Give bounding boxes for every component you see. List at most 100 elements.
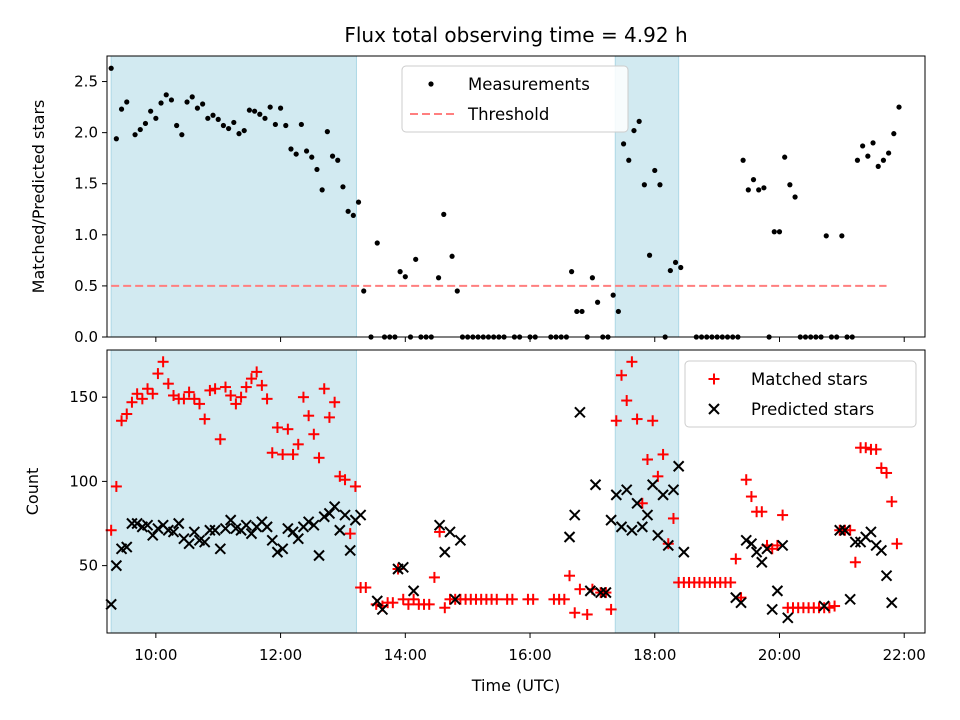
x-stroke xyxy=(849,536,862,548)
measurement-point xyxy=(860,143,866,149)
legend-measurements-label: Measurements xyxy=(468,75,590,94)
matched-star-point xyxy=(402,598,414,610)
matched-star-point xyxy=(605,603,617,615)
predicted-star-point xyxy=(371,595,383,607)
x-stroke xyxy=(735,596,747,609)
x-stroke xyxy=(870,539,882,552)
predicted-star-point xyxy=(407,585,420,597)
measurement-point xyxy=(589,275,595,281)
measurement-point xyxy=(153,115,159,121)
matched-star-point xyxy=(245,373,257,385)
matched-star-point xyxy=(194,398,206,410)
matched-star-point xyxy=(199,413,211,425)
predicted-star-point xyxy=(328,500,341,513)
top-panel-ratio: 0.0 0.5 1.0 1.5 2.0 2.5 Matched/Predicted sta… xyxy=(29,55,926,346)
predicted-star-point xyxy=(282,522,294,535)
x-stroke xyxy=(865,526,877,538)
measurement-point xyxy=(174,122,180,129)
predicted-star-point xyxy=(563,531,576,543)
matched-star-point xyxy=(277,448,289,460)
matched-star-point xyxy=(730,553,742,565)
legend-box xyxy=(401,65,629,133)
x-stroke xyxy=(339,509,351,521)
measurement-point xyxy=(215,116,221,122)
x-stroke xyxy=(600,586,612,599)
measurement-point xyxy=(657,182,663,188)
measurement-point xyxy=(288,146,294,152)
measurement-point xyxy=(413,256,419,262)
predicted-star-point xyxy=(105,598,117,611)
predicted-star-point xyxy=(266,534,278,547)
predicted-star-point xyxy=(574,406,586,419)
measurement-point xyxy=(854,157,861,163)
measurement-point xyxy=(137,126,143,133)
x-stroke xyxy=(204,524,216,536)
x-stroke xyxy=(318,511,330,523)
measurement-point xyxy=(626,157,632,163)
legend-threshold-label: Threshold xyxy=(467,105,549,124)
matched-star-point xyxy=(636,497,648,509)
predicted-star-point xyxy=(173,517,185,530)
matched-star-point xyxy=(282,423,294,435)
predicted-star-point xyxy=(287,526,299,538)
predicted-star-point xyxy=(641,509,654,521)
predicted-star-point xyxy=(740,534,752,547)
x-stroke xyxy=(407,585,420,597)
measurement-point xyxy=(761,185,767,191)
measurement-point xyxy=(569,269,575,275)
predicted-star-point xyxy=(152,522,164,535)
x-stroke xyxy=(152,522,164,535)
measurement-point xyxy=(309,154,315,160)
measurement-point xyxy=(678,264,684,271)
x-stroke xyxy=(167,526,180,538)
predicted-star-point xyxy=(214,543,227,555)
legend-predicted-marker xyxy=(708,403,720,415)
predicted-star-point xyxy=(672,460,685,472)
x-stroke xyxy=(126,517,138,530)
legend-measurement-marker xyxy=(428,81,434,87)
matched-star-point xyxy=(574,583,586,595)
predicted-star-point xyxy=(569,509,581,521)
matched-star-point xyxy=(209,383,221,395)
measurement-point xyxy=(303,148,310,154)
predicted-star-point xyxy=(880,570,893,582)
x-stroke xyxy=(667,484,680,496)
matched-star-point xyxy=(387,597,399,609)
measurement-point xyxy=(435,275,442,281)
predicted-star-point xyxy=(595,586,607,599)
measurement-point xyxy=(132,132,138,138)
matched-star-point xyxy=(110,480,122,492)
measurement-point xyxy=(241,127,247,134)
x-stroke xyxy=(183,538,195,550)
measurement-point xyxy=(158,100,164,106)
bottom-plot-frame xyxy=(106,349,926,634)
matched-star-point xyxy=(297,391,309,403)
measurement-point xyxy=(792,194,798,200)
x-stroke xyxy=(141,519,154,531)
measurement-point xyxy=(782,154,788,160)
x-stroke xyxy=(162,524,175,536)
predicted-star-point xyxy=(782,612,794,624)
predicted-star-point xyxy=(818,600,830,612)
predicted-star-point xyxy=(771,585,784,597)
predicted-star-point xyxy=(766,603,778,616)
matched-star-point xyxy=(439,602,451,614)
x-stroke xyxy=(454,534,467,547)
x-stroke xyxy=(433,519,446,531)
x-stroke xyxy=(672,460,685,472)
predicted-star-point xyxy=(667,484,680,496)
predicted-star-point xyxy=(849,536,862,548)
x-stroke xyxy=(875,544,888,557)
predicted-star-point xyxy=(839,524,851,536)
bottom-count-points xyxy=(105,356,903,624)
measurement-point xyxy=(636,118,642,124)
measurement-point xyxy=(374,240,380,246)
measurement-point xyxy=(251,108,258,114)
predicted-star-point xyxy=(245,527,258,540)
matched-star-point xyxy=(214,433,226,445)
x-stroke xyxy=(771,585,784,597)
x-stroke xyxy=(782,612,794,624)
x-stroke xyxy=(745,538,758,550)
x-stroke xyxy=(636,521,648,533)
matched-star-point xyxy=(657,448,669,460)
